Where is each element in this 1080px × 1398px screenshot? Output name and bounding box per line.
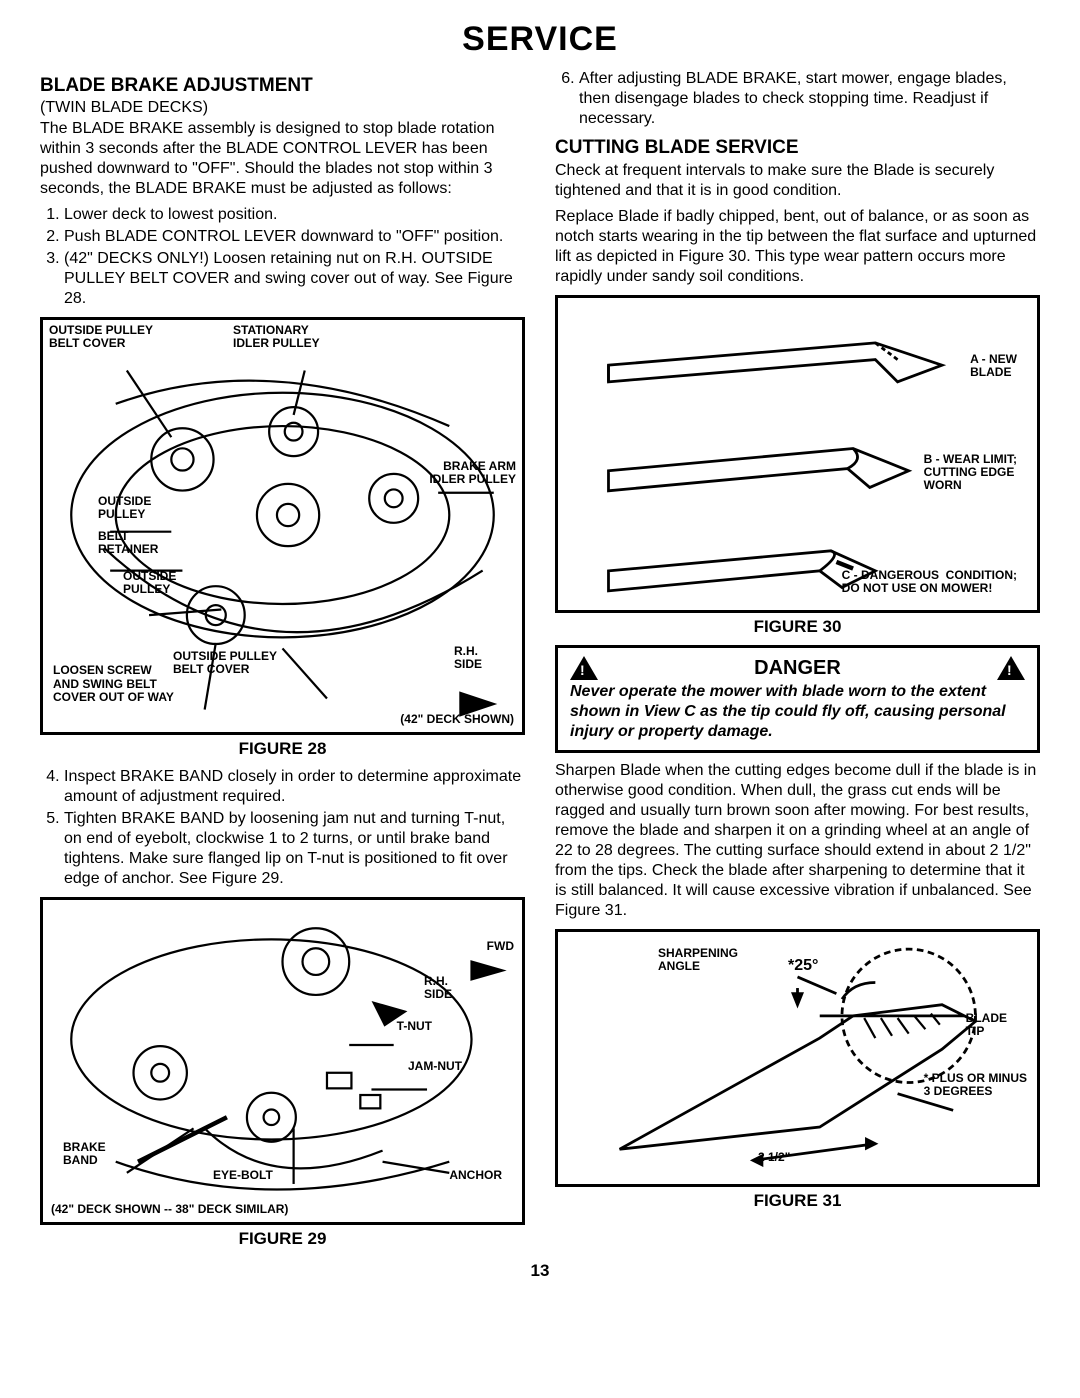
page-number: 13 (40, 1261, 1040, 1281)
steps-4-5: Inspect BRAKE BAND closely in order to d… (40, 767, 525, 889)
figure-29-box: FWD R.H. SIDE T-NUT JAM-NUT ANCHOR EYE-B… (40, 897, 525, 1225)
danger-box: DANGER Never operate the mower with blad… (555, 645, 1040, 753)
fig28-label-outside-cover-bot: OUTSIDE PULLEY BELT COVER (173, 650, 277, 676)
fig29-label-eye-bolt: EYE-BOLT (213, 1169, 273, 1182)
page-title: SERVICE (40, 20, 1040, 59)
fig29-label-t-nut: T-NUT (397, 1020, 432, 1033)
danger-title: DANGER (754, 657, 841, 680)
fig31-drawing (564, 938, 1031, 1194)
step-6-list: After adjusting BLADE BRAKE, start mower… (555, 69, 1040, 129)
right-column: After adjusting BLADE BRAKE, start mower… (555, 69, 1040, 1257)
step-1: Lower deck to lowest position. (64, 205, 525, 225)
figure-30-box: A - NEW BLADE B - WEAR LIMIT; CUTTING ED… (555, 295, 1040, 613)
fig28-label-stationary-idler: STATIONARY IDLER PULLEY (233, 324, 320, 350)
cutting-para3: Sharpen Blade when the cutting edges bec… (555, 761, 1040, 921)
fig29-label-anchor: ANCHOR (449, 1169, 502, 1182)
fig28-label-outside-pulley-left: OUTSIDE PULLEY (98, 495, 151, 521)
figure-31-box: SHARPENING ANGLE *25° BLADE TIP * PLUS O… (555, 929, 1040, 1187)
fig29-label-brake-band: BRAKE BAND (63, 1141, 106, 1167)
blade-brake-intro: The BLADE BRAKE assembly is designed to … (40, 119, 525, 199)
cutting-para2: Replace Blade if badly chipped, bent, ou… (555, 207, 1040, 287)
danger-text: Never operate the mower with blade worn … (570, 682, 1025, 742)
cutting-para1: Check at frequent intervals to make sure… (555, 161, 1040, 201)
figure-29-caption: FIGURE 29 (40, 1229, 525, 1249)
fig31-label-plus-minus: * PLUS OR MINUS 3 DEGREES (924, 1072, 1027, 1098)
fig29-label-fwd: FWD (487, 940, 514, 953)
fig31-label-angle: *25° (788, 957, 818, 975)
fig30-label-a: A - NEW BLADE (970, 353, 1017, 379)
fig28-label-belt-retainer: BELT RETAINER (98, 530, 158, 556)
fig28-label-brake-arm-idler: BRAKE ARM IDLER PULLEY (429, 460, 516, 486)
fig28-label-rh-side: R.H. SIDE (454, 645, 482, 671)
blade-brake-heading: BLADE BRAKE ADJUSTMENT (40, 75, 525, 97)
cutting-blade-heading: CUTTING BLADE SERVICE (555, 137, 1040, 159)
warning-triangle-icon (570, 656, 598, 680)
danger-header: DANGER (570, 656, 1025, 680)
step-4: Inspect BRAKE BAND closely in order to d… (64, 767, 525, 807)
fig30-label-c: C - DANGEROUS CONDITION; DO NOT USE ON M… (842, 569, 1017, 595)
fig29-label-rh-side: R.H. SIDE (424, 975, 452, 1001)
steps-1-3: Lower deck to lowest position. Push BLAD… (40, 205, 525, 309)
left-column: BLADE BRAKE ADJUSTMENT (TWIN BLADE DECKS… (40, 69, 525, 1257)
fig28-label-deck-shown: (42" DECK SHOWN) (400, 713, 514, 726)
fig29-label-jam-nut: JAM-NUT (408, 1060, 462, 1073)
fig28-label-outside-pulley-mid: OUTSIDE PULLEY (123, 570, 176, 596)
fig31-label-blade-tip: BLADE TIP (966, 1012, 1007, 1038)
fig31-label-sharpening: SHARPENING ANGLE (658, 947, 738, 973)
fig29-label-deck-note: (42" DECK SHOWN -- 38" DECK SIMILAR) (51, 1203, 288, 1216)
two-column-layout: BLADE BRAKE ADJUSTMENT (TWIN BLADE DECKS… (40, 69, 1040, 1257)
figure-31-caption: FIGURE 31 (555, 1191, 1040, 1211)
fig28-label-outside-cover-top: OUTSIDE PULLEY BELT COVER (49, 324, 153, 350)
step-2: Push BLADE CONTROL LEVER downward to "OF… (64, 227, 525, 247)
fig30-label-b: B - WEAR LIMIT; CUTTING EDGE WORN (924, 453, 1017, 493)
fig31-label-length: 2 1/2" (758, 1151, 790, 1164)
step-6: After adjusting BLADE BRAKE, start mower… (579, 69, 1040, 129)
blade-brake-subhead: (TWIN BLADE DECKS) (40, 99, 525, 117)
step-5: Tighten BRAKE BAND by loosening jam nut … (64, 809, 525, 889)
step-3: (42" DECKS ONLY!) Loosen retaining nut o… (64, 249, 525, 309)
warning-triangle-icon (997, 656, 1025, 680)
figure-28-box: OUTSIDE PULLEY BELT COVER STATIONARY IDL… (40, 317, 525, 735)
fig28-label-loosen-screw: LOOSEN SCREW AND SWING BELT COVER OUT OF… (53, 664, 174, 704)
